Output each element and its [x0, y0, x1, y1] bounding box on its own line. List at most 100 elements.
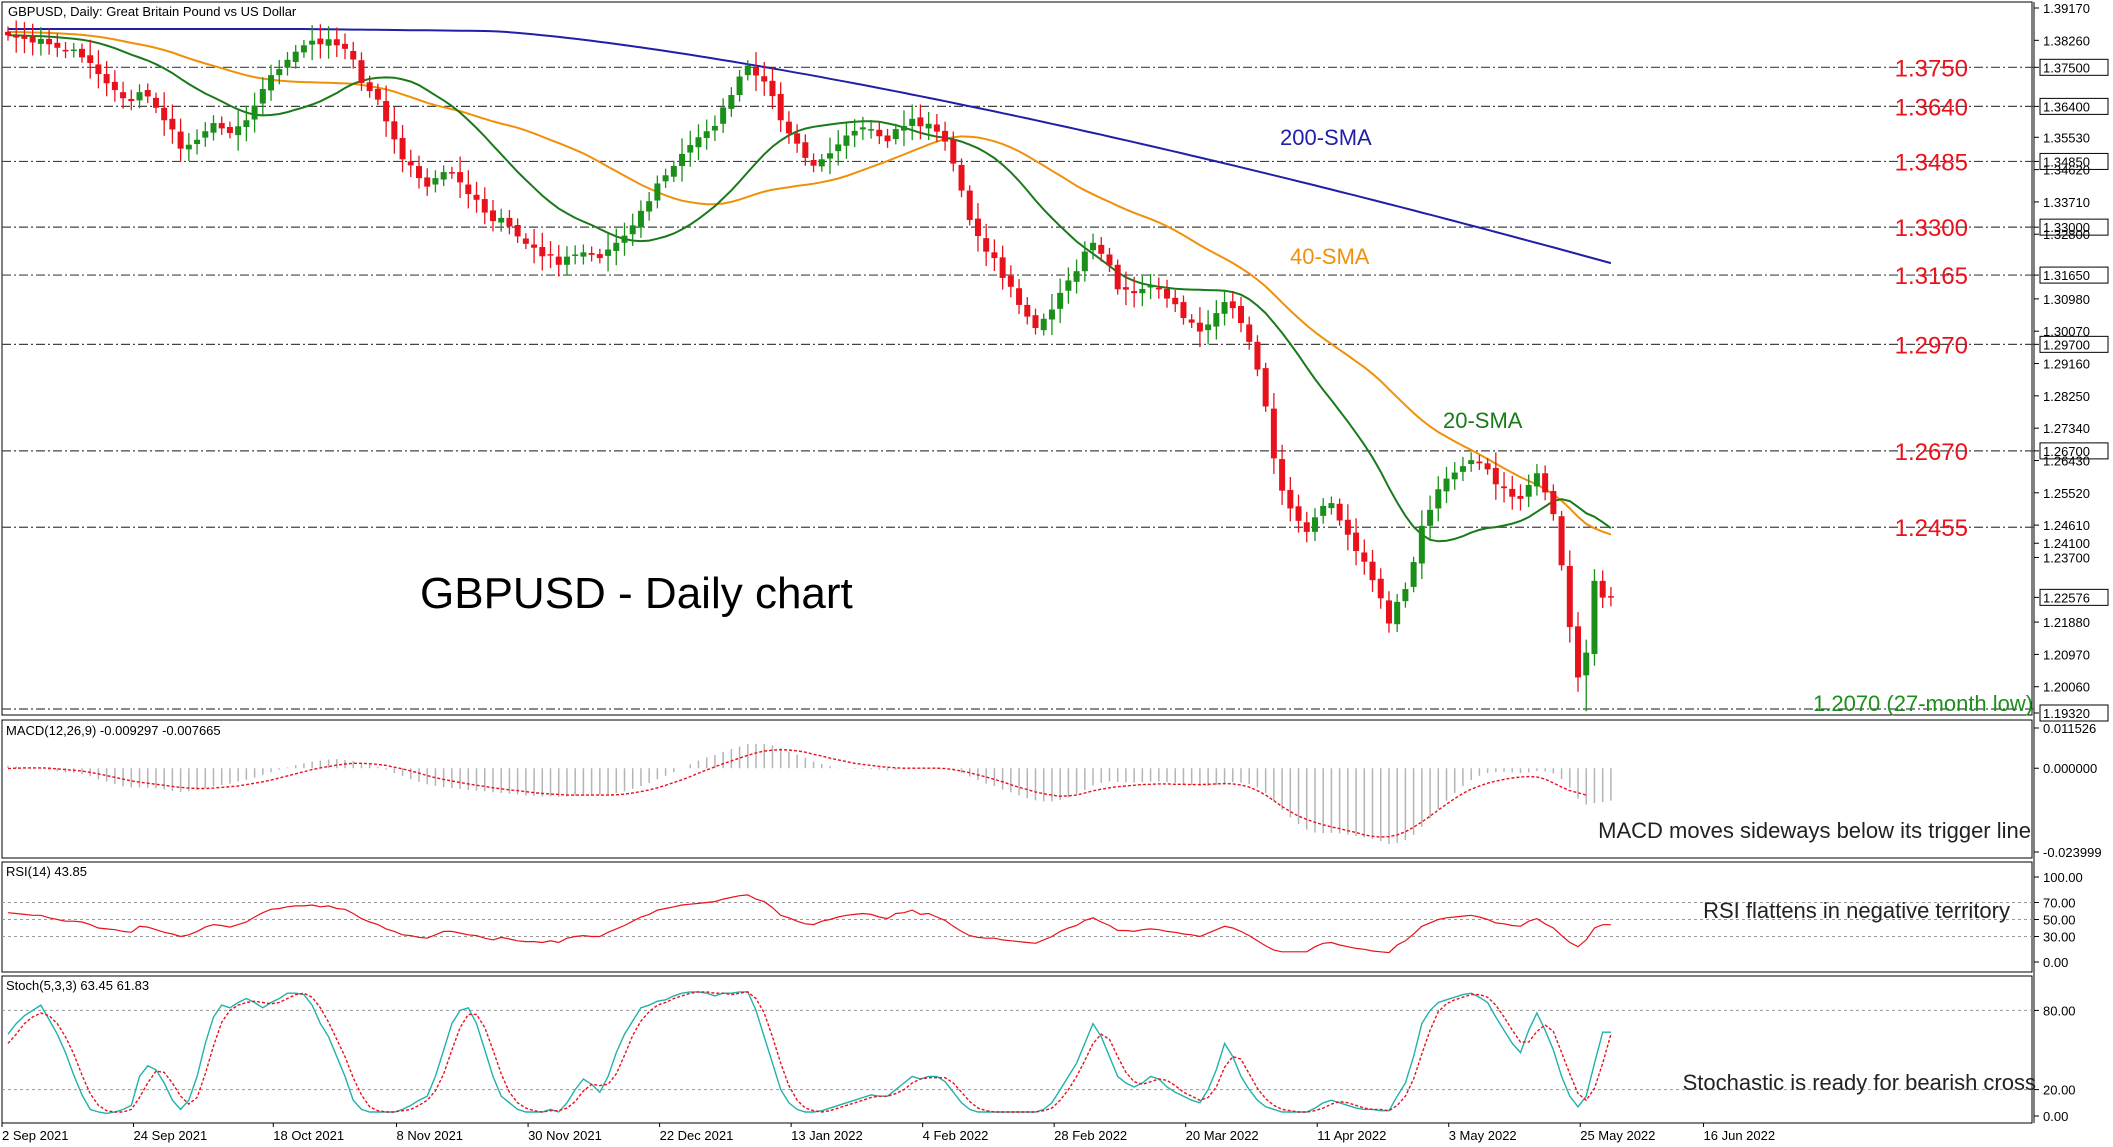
rsi-pane: 100.00 70.00 50.00 30.00 0.00: [2, 870, 2083, 970]
candle-body: [1221, 302, 1228, 314]
candle-body: [1180, 302, 1187, 319]
sma40-label: 40-SMA: [1290, 244, 1370, 269]
candle-body: [29, 36, 36, 43]
price-tick-label: 1.34620: [2043, 163, 2090, 178]
price-tick-label: 1.33710: [2043, 195, 2090, 210]
candle-body: [810, 160, 817, 166]
candle-body: [531, 244, 538, 248]
candle-body: [78, 48, 85, 58]
candle-body: [1443, 478, 1450, 492]
rsi-tick-label: 50.00: [2043, 913, 2076, 928]
candle-body: [1238, 305, 1244, 324]
candle-body: [835, 144, 842, 152]
stoch-header: Stoch(5,3,3) 63.45 61.83: [6, 978, 149, 993]
candle-body: [128, 98, 135, 102]
candle-body: [1320, 505, 1327, 516]
candle-body: [1525, 484, 1532, 497]
price-tick-label: 1.26430: [2043, 453, 2090, 468]
candle-body: [1394, 601, 1401, 625]
macd-tick-label: -0.023999: [2043, 845, 2102, 860]
price-tick-box: [2039, 704, 2109, 722]
candle-body: [358, 60, 365, 83]
candle-body: [654, 183, 661, 201]
candle-body: [350, 50, 357, 60]
candle-body: [95, 64, 102, 75]
rsi-annotation: RSI flattens in negative territory: [1703, 898, 2010, 923]
low-annotation: 1.2070 (27-month low): [1813, 691, 2033, 716]
candle-body: [161, 107, 168, 121]
sma20-line: [7, 34, 1612, 543]
candle-body: [1032, 315, 1039, 329]
price-tick-label: 1.35530: [2043, 130, 2090, 145]
candle-body: [506, 217, 513, 227]
candle-body: [851, 130, 858, 136]
candle-body: [613, 242, 620, 251]
moving-averages: [7, 28, 1612, 543]
candle-body: [1254, 341, 1261, 370]
price-level-lines: 1.3750 1.3640 1.3485 1.3300 1.3165 1.2970 1.26…: [2, 55, 2034, 710]
candle-body: [1114, 264, 1121, 290]
candle-body: [1188, 319, 1195, 323]
candle-body: [218, 123, 225, 129]
candle-body: [703, 131, 710, 138]
candle-body: [1246, 324, 1253, 342]
macd-signal-line: [7, 748, 1587, 838]
price-tick-label: 1.38260: [2043, 33, 2090, 48]
candle-body: [999, 257, 1006, 278]
level-label: 1.2970: [1895, 332, 1968, 359]
level-label: 1.2455: [1895, 515, 1968, 542]
candle-body: [925, 123, 932, 129]
candle-body: [202, 131, 209, 138]
candle-body: [933, 124, 940, 132]
candle-body: [1591, 580, 1598, 655]
candle-body: [1484, 463, 1491, 470]
price-tick-label: 1.21880: [2043, 615, 2090, 630]
candle-body: [761, 76, 768, 82]
candle-body: [1517, 495, 1524, 499]
candle-body: [194, 139, 201, 145]
price-tick-label: 1.30070: [2043, 324, 2090, 339]
macd-annotation: MACD moves sideways below its trigger li…: [1598, 818, 2031, 843]
candle-body: [753, 67, 760, 76]
candle-body: [1336, 503, 1343, 521]
candle-body: [177, 131, 184, 149]
candle-body: [1435, 489, 1442, 509]
x-tick-label: 4 Feb 2022: [923, 1128, 989, 1143]
candle-body: [1410, 562, 1417, 587]
candle-body: [966, 190, 973, 221]
candle-body: [292, 51, 299, 62]
candle-body: [818, 159, 825, 167]
candle-body: [1377, 578, 1384, 599]
macd-tick-label: 0.011526: [2043, 721, 2096, 736]
x-tick-label: 3 May 2022: [1449, 1128, 1517, 1143]
macd-pane: 0.011526 0.000000 -0.023999: [7, 721, 2102, 860]
candle-body: [1081, 251, 1088, 272]
candle-body: [144, 90, 151, 97]
price-tick-label: 1.22576: [2043, 590, 2090, 605]
candle-body: [1476, 461, 1483, 464]
candle-body: [1172, 297, 1179, 305]
price-tick-box: [2039, 152, 2109, 170]
candle-body: [226, 126, 233, 134]
candle-body: [670, 166, 677, 177]
candle-body: [785, 121, 792, 134]
candle-body: [859, 127, 866, 130]
stoch-tick-label: 80.00: [2043, 1003, 2076, 1018]
candle-body: [1583, 652, 1590, 676]
candle-body: [87, 55, 94, 64]
candle-body: [259, 88, 266, 104]
price-tick-label: 1.20970: [2043, 647, 2090, 662]
candle-body: [374, 88, 381, 100]
candle-body: [711, 125, 718, 131]
candle-body: [1353, 532, 1360, 552]
candle-body: [383, 101, 390, 122]
candle-body: [1147, 285, 1154, 288]
candle-body: [1311, 517, 1318, 532]
candle-body: [169, 118, 176, 130]
price-tick-label: 1.29700: [2043, 337, 2090, 352]
candle-body: [572, 254, 579, 256]
candle-body: [300, 45, 307, 53]
candle-body: [605, 249, 612, 256]
stoch-k-line: [7, 991, 1611, 1115]
